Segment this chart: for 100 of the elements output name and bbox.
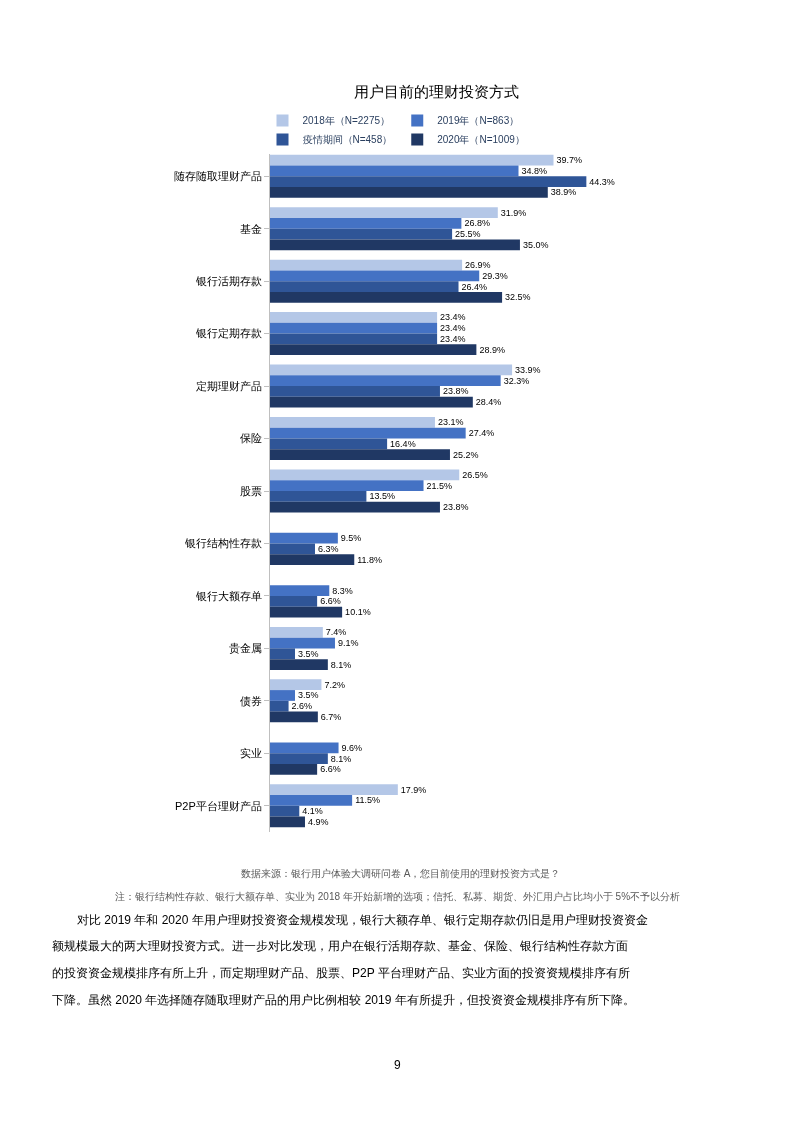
bar — [270, 427, 466, 439]
bar — [270, 239, 520, 251]
bar — [270, 186, 548, 198]
data-label: 35.0% — [522, 239, 549, 250]
bar — [270, 480, 424, 491]
data-label: 23.4% — [440, 312, 466, 323]
bar — [270, 438, 388, 450]
bar — [270, 270, 480, 282]
data-label: 21.5% — [426, 480, 453, 491]
data-label: 11.8% — [357, 554, 383, 565]
data-label: 29.3% — [482, 270, 508, 281]
text: 注：银行结构性存款、银行大额存单、实业为 2018 年开始新增的选项；信托、私募、期货、外汇用户占比均小于 5%不予以分析 — [115, 891, 681, 902]
bar — [270, 532, 338, 544]
bar — [270, 396, 473, 408]
data-label: 17.9% — [400, 784, 427, 795]
bar — [270, 637, 335, 649]
data-label: 28.4% — [475, 397, 502, 408]
data-label: 34.8% — [521, 165, 548, 176]
bar — [270, 690, 295, 701]
data-label: 25.2% — [452, 449, 479, 460]
data-label: 38.9% — [550, 187, 577, 198]
data-label: 11.5% — [355, 795, 380, 806]
data-label: 9.5% — [340, 533, 362, 544]
bar — [270, 491, 367, 502]
data-label: 31.9% — [500, 207, 527, 218]
data-label: 44.3% — [589, 176, 615, 187]
bar — [270, 344, 477, 356]
bar — [270, 648, 295, 660]
legend-label: 2018年（N=2275） — [302, 115, 391, 127]
data-label: 3.5% — [297, 648, 319, 659]
data-label: 39.7% — [556, 155, 583, 166]
bar — [270, 795, 353, 806]
legend-label: 2020年（N=1009） — [437, 134, 525, 146]
bar — [270, 711, 318, 723]
bar — [270, 375, 501, 387]
bar — [270, 816, 305, 828]
data-label: 16.4% — [390, 438, 416, 449]
data-label: 2.6% — [291, 701, 313, 712]
bar — [270, 217, 462, 229]
bar — [270, 386, 440, 397]
bar — [270, 281, 459, 292]
bar — [270, 606, 343, 618]
data-label: 33.9% — [515, 364, 541, 375]
data-label: 23.8% — [442, 386, 469, 397]
bar — [270, 291, 503, 303]
data-label: 23.4% — [440, 323, 466, 334]
bar — [270, 501, 440, 513]
bar — [270, 626, 323, 638]
data-label: 3.5% — [297, 690, 319, 701]
y-tick-label: 银行定期存款 — [194, 327, 262, 340]
data-label: 6.6% — [320, 764, 341, 775]
data-label: 23.4% — [440, 333, 466, 344]
text: 下降。虽然 2020 年选择随存随取理财产品的用户比例相较 2019 年有所提升，但投资资金规模排序有所下降。 — [52, 993, 635, 1007]
y-tick-label: P2P平台理财产品 — [175, 799, 262, 812]
y-tick-label: 贵金属 — [228, 642, 262, 655]
data-label: 10.1% — [345, 607, 371, 618]
data-label: 9.1% — [337, 638, 359, 649]
bar — [270, 207, 498, 218]
data-label: 13.5% — [369, 491, 395, 502]
bar — [270, 543, 315, 555]
bar — [270, 364, 513, 376]
text: 的投资资金规模排序有所上升，而定期理财产品、股票、P2P 平台理财产品、实业方面的投资资规模排序有所 — [52, 966, 630, 980]
y-tick-label: 银行大额存单 — [194, 589, 262, 602]
bar — [270, 259, 463, 271]
bar — [270, 805, 300, 817]
data-label: 23.8% — [442, 502, 469, 513]
y-tick-label: 定期理财产品 — [195, 379, 262, 392]
data-label: 6.7% — [320, 711, 342, 722]
data-label: 32.3% — [503, 375, 530, 386]
bar — [270, 753, 328, 765]
data-label: 7.4% — [325, 627, 347, 638]
bar — [270, 742, 339, 754]
bar — [270, 333, 438, 345]
legend-label: 2019年（N=863） — [437, 115, 520, 127]
data-label: 26.9% — [465, 260, 491, 271]
data-label: 26.4% — [461, 281, 488, 292]
y-tick-label: 银行结构性存款 — [183, 537, 262, 550]
data-label: 28.9% — [479, 344, 505, 355]
data-label: 9.6% — [341, 742, 363, 753]
text: 额规模最大的两大理财投资方式。进一步对比发现，用户在银行活期存款、基金、保险、银行结构性存款方面 — [52, 939, 628, 953]
y-tick-label: 银行活期存款 — [194, 275, 262, 287]
y-tick-label: 股票 — [239, 484, 262, 497]
bar — [270, 764, 318, 775]
bar — [270, 659, 328, 670]
bar — [270, 595, 318, 607]
source-note: 数据来源：银行用户体验大调研问卷 A，您目前使用的理财投资方式是？ — [241, 868, 561, 879]
bar — [270, 417, 435, 428]
bar — [270, 554, 355, 565]
text: 9 — [394, 1058, 401, 1072]
bar — [270, 154, 554, 166]
data-label: 7.2% — [324, 679, 345, 690]
data-label: 6.6% — [320, 596, 341, 607]
y-tick-label: 随存随取理财产品 — [173, 170, 262, 183]
data-label: 6.3% — [317, 543, 339, 554]
bar — [270, 700, 289, 712]
bar — [270, 784, 398, 796]
data-label: 23.1% — [437, 417, 464, 428]
data-label: 8.1% — [330, 753, 352, 764]
text: 对比 2019 年和 2020 年用户理财投资资金规模发现，银行大额存单、银行定期存款仍旧是用户理财投资资金 — [77, 913, 648, 927]
data-label: 27.4% — [468, 428, 495, 439]
